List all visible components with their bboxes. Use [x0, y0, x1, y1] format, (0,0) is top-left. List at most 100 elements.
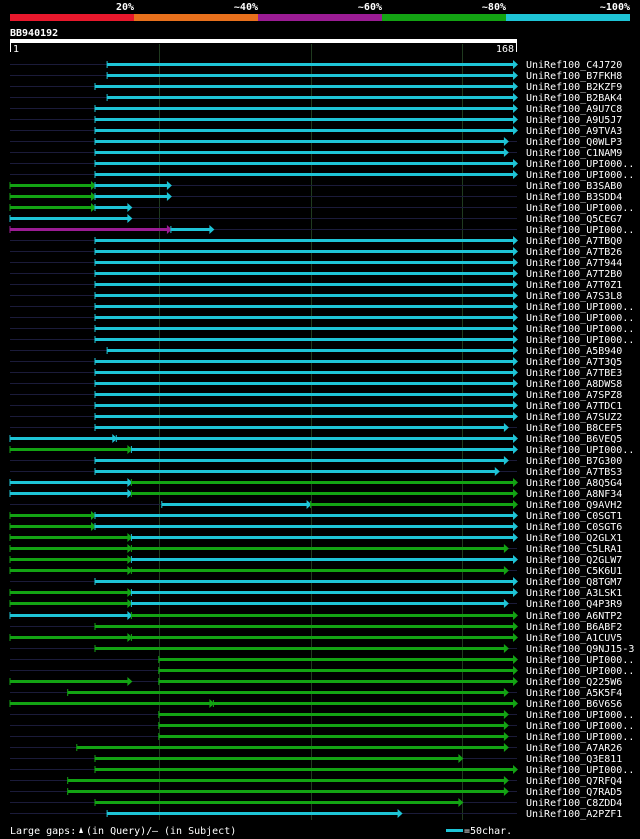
hit-segment: [95, 360, 514, 363]
hit-label[interactable]: UniRef100_A7T944: [526, 258, 622, 269]
hit-label[interactable]: UniRef100_A7T0Z1: [526, 280, 622, 291]
hit-label[interactable]: UniRef100_A5K5F4: [526, 688, 622, 699]
hit-label[interactable]: UniRef100_B6ABF2: [526, 622, 622, 633]
hit-label[interactable]: UniRef100_Q8TGM7: [526, 577, 622, 588]
hit-segment: [107, 74, 514, 77]
identity-legend: 20% ~40% ~60% ~80% ~100%: [10, 2, 630, 21]
hit-row: UniRef100_A6NTP2: [9, 611, 622, 622]
hit-segment-arrow-icon: [513, 434, 518, 443]
hit-row: UniRef100_A5B940: [10, 346, 622, 357]
hit-label[interactable]: UniRef100_UPI000..: [526, 159, 634, 170]
hit-label[interactable]: UniRef100_B3SAB0: [526, 181, 622, 192]
hit-label[interactable]: UniRef100_UPI000..: [526, 732, 634, 743]
hit-label[interactable]: UniRef100_A7TB26: [526, 247, 622, 258]
hit-label[interactable]: UniRef100_UPI000..: [526, 203, 634, 214]
hit-row: UniRef100_A7TDC1: [10, 401, 622, 412]
hit-label[interactable]: UniRef100_B6V6S6: [526, 699, 622, 710]
hit-row: UniRef100_A9U5J7: [10, 115, 622, 126]
hit-label[interactable]: UniRef100_A7S3L8: [526, 291, 622, 302]
hit-segment-arrow-icon: [503, 137, 509, 146]
hit-label[interactable]: UniRef100_Q4P3R9: [526, 599, 622, 610]
hit-label[interactable]: UniRef100_UPI000..: [526, 655, 634, 666]
hit-label[interactable]: UniRef100_UPI000..: [526, 170, 634, 181]
hit-row: UniRef100_Q9AVH2: [10, 500, 622, 511]
hit-label[interactable]: UniRef100_Q3E811: [526, 754, 622, 765]
hit-segment: [95, 316, 514, 319]
hit-label[interactable]: UniRef100_Q5CEG7: [526, 214, 622, 225]
hit-label[interactable]: UniRef100_A9U7C8: [526, 104, 622, 115]
hit-row: UniRef100_B2KZF9: [10, 82, 622, 93]
hit-label[interactable]: UniRef100_A2PZF1: [526, 809, 622, 820]
hit-label[interactable]: UniRef100_UPI000..: [526, 225, 634, 236]
hit-label[interactable]: UniRef100_B2KZF9: [526, 82, 622, 93]
hit-label[interactable]: UniRef100_A7T3Q5: [526, 357, 622, 368]
hit-label[interactable]: UniRef100_A7T2B0: [526, 269, 622, 280]
hit-label[interactable]: UniRef100_UPI000..: [526, 765, 634, 776]
hit-label[interactable]: UniRef100_A7SUZ2: [526, 412, 622, 423]
hit-label[interactable]: UniRef100_B8CEF5: [526, 423, 622, 434]
hit-label[interactable]: UniRef100_A8NF34: [526, 489, 622, 500]
hit-label[interactable]: UniRef100_UPI000..: [526, 721, 634, 732]
hit-segment: [95, 162, 514, 165]
hit-segment-arrow-icon: [503, 423, 509, 432]
hit-label[interactable]: UniRef100_B7FKH8: [526, 71, 622, 82]
hit-segment-arrow-icon: [513, 445, 518, 454]
hit-label[interactable]: UniRef100_A7TBQ0: [526, 236, 622, 247]
hit-segment-arrow-icon: [513, 357, 518, 366]
hit-segment-arrow-icon: [513, 258, 518, 267]
hit-label[interactable]: UniRef100_UPI000..: [526, 313, 634, 324]
hit-label[interactable]: UniRef100_UPI000..: [526, 302, 634, 313]
hit-label[interactable]: UniRef100_A8DWS8: [526, 379, 622, 390]
hit-label[interactable]: UniRef100_C5K6U1: [526, 566, 622, 577]
hit-label[interactable]: UniRef100_Q225W6: [526, 677, 622, 688]
hit-label[interactable]: UniRef100_UPI000..: [526, 710, 634, 721]
hit-label[interactable]: UniRef100_B7G300: [526, 456, 622, 467]
hit-label[interactable]: UniRef100_A3LSK1: [526, 588, 622, 599]
hit-segment: [158, 735, 505, 738]
hit-label[interactable]: UniRef100_B3SDD4: [526, 192, 622, 203]
hit-row: UniRef100_B3SDD4: [9, 192, 622, 203]
hit-label[interactable]: UniRef100_A9TVA3: [526, 126, 622, 137]
hit-label[interactable]: UniRef100_UPI000..: [526, 324, 634, 335]
hit-label[interactable]: UniRef100_Q2GLW7: [526, 555, 622, 566]
hit-row: UniRef100_UPI000..: [10, 765, 634, 776]
hit-label[interactable]: UniRef100_C5LRA1: [526, 544, 622, 555]
hit-segment-arrow-icon: [494, 467, 500, 476]
hit-label[interactable]: UniRef100_C0SGT6: [526, 522, 622, 533]
legend-label-20: 20%: [116, 2, 134, 13]
hit-row: UniRef100_Q3E811: [10, 754, 622, 765]
hit-label[interactable]: UniRef100_Q2GLX1: [526, 533, 622, 544]
hit-label[interactable]: UniRef100_A5B940: [526, 346, 622, 357]
hit-label[interactable]: UniRef100_C4J720: [526, 60, 622, 71]
hit-label[interactable]: UniRef100_A7TBS3: [526, 467, 622, 478]
hit-label[interactable]: UniRef100_A7TDC1: [526, 401, 622, 412]
hit-label[interactable]: UniRef100_Q0WLP3: [526, 137, 622, 148]
hit-label[interactable]: UniRef100_Q9NJ15-3: [526, 644, 634, 655]
hit-segment: [10, 558, 129, 561]
hit-label[interactable]: UniRef100_A6NTP2: [526, 611, 622, 622]
hit-label[interactable]: UniRef100_UPI000..: [526, 335, 634, 346]
hit-label[interactable]: UniRef100_Q7RFQ4: [526, 776, 622, 787]
gaps-subject-text: (in Subject): [164, 826, 236, 837]
hit-label[interactable]: UniRef100_C0SGT1: [526, 511, 622, 522]
hit-label[interactable]: UniRef100_B6VEQ5: [526, 434, 622, 445]
hit-label[interactable]: UniRef100_UPI000..: [526, 445, 634, 456]
hit-label[interactable]: UniRef100_C1NAM9: [526, 148, 622, 159]
hit-label[interactable]: UniRef100_A1CUV5: [526, 633, 622, 644]
hit-row: UniRef100_UPI000..: [10, 655, 634, 666]
hit-label[interactable]: UniRef100_Q7RAD5: [526, 787, 622, 798]
hit-label[interactable]: UniRef100_UPI000..: [526, 666, 634, 677]
hit-label[interactable]: UniRef100_B2BAK4: [526, 93, 622, 104]
hit-label[interactable]: UniRef100_Q9AVH2: [526, 500, 622, 511]
hit-segment: [10, 614, 129, 617]
hit-label[interactable]: UniRef100_A9U5J7: [526, 115, 622, 126]
hit-label[interactable]: UniRef100_A8Q5G4: [526, 478, 622, 489]
hit-label[interactable]: UniRef100_A7SPZ8: [526, 390, 622, 401]
hit-label[interactable]: UniRef100_A7TBE3: [526, 368, 622, 379]
hit-segment: [95, 625, 514, 628]
hit-row: UniRef100_A1CUV5: [9, 633, 622, 644]
hit-segment: [95, 206, 129, 209]
hit-label[interactable]: UniRef100_C8ZDD4: [526, 798, 622, 809]
hit-label[interactable]: UniRef100_A7AR26: [526, 743, 622, 754]
